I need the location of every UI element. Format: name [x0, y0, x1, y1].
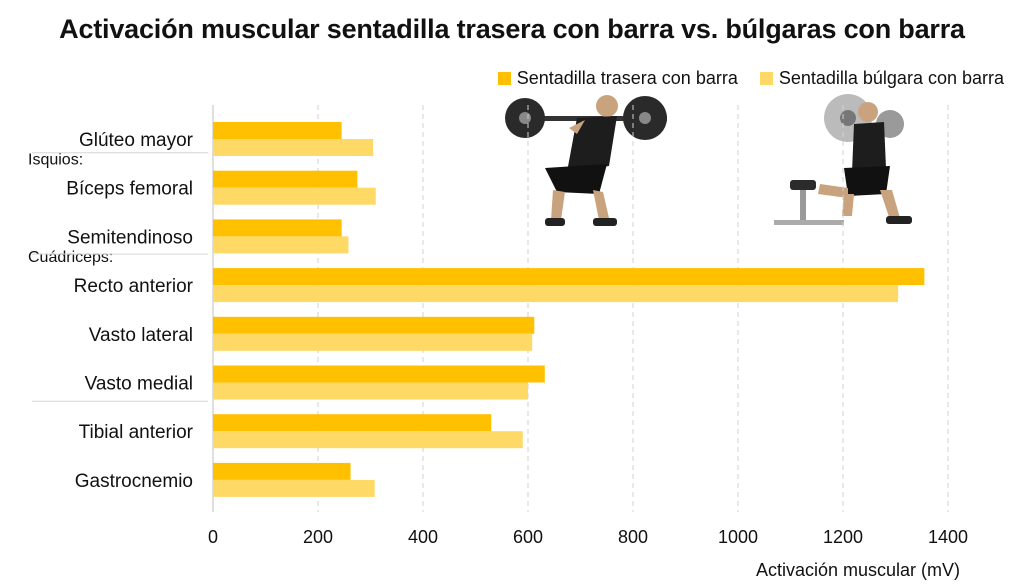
- group-label: Isquios:: [28, 152, 83, 169]
- bar-bulgarian-squat: [213, 431, 523, 449]
- x-tick-label: 600: [513, 527, 543, 547]
- x-tick-label: 1400: [928, 527, 968, 547]
- bar-bulgarian-squat: [213, 285, 899, 303]
- x-tick-label: 800: [618, 527, 648, 547]
- x-tick-label: 200: [303, 527, 333, 547]
- bulgarian-squat-athlete-image: [774, 94, 912, 225]
- bar-bulgarian-squat: [213, 236, 349, 254]
- category-label: Semitendinoso: [67, 227, 193, 248]
- x-tick-label: 1000: [718, 527, 758, 547]
- bar-back-squat: [213, 462, 351, 480]
- bar-back-squat: [213, 414, 492, 432]
- bar-bulgarian-squat: [213, 139, 374, 156]
- category-label: Recto anterior: [74, 276, 194, 297]
- legend-swatch-back-squat: [497, 72, 511, 85]
- legend-label-bulgarian-squat: Sentadilla búlgara con barra: [778, 68, 1004, 88]
- chart-title: Activación muscular sentadilla trasera c…: [59, 14, 965, 44]
- category-label: Vasto lateral: [89, 325, 193, 346]
- category-label: Tibial anterior: [79, 422, 194, 443]
- bar-bulgarian-squat: [213, 382, 528, 400]
- category-label: Bíceps femoral: [66, 179, 193, 200]
- bar-back-squat: [213, 268, 925, 286]
- x-tick-label: 400: [408, 527, 438, 547]
- bar-back-squat: [213, 170, 358, 188]
- bar-back-squat: [213, 316, 535, 334]
- group-label: Cuádriceps:: [28, 249, 113, 266]
- category-label: Gastrocnemio: [75, 471, 193, 492]
- legend-swatch-bulgarian-squat: [759, 72, 773, 85]
- legend-label-back-squat: Sentadilla trasera con barra: [516, 68, 738, 88]
- bar-bulgarian-squat: [213, 479, 375, 497]
- category-label: Glúteo mayor: [79, 130, 194, 151]
- bar-bulgarian-squat: [213, 187, 376, 205]
- legend: Sentadilla trasera con barra Sentadilla …: [497, 68, 1004, 89]
- legend-item-bulgarian-squat: Sentadilla búlgara con barra: [759, 68, 1004, 89]
- x-axis-label: Activación muscular (mV): [756, 560, 960, 580]
- legend-item-back-squat: Sentadilla trasera con barra: [497, 68, 738, 89]
- bar-back-squat: [213, 122, 342, 139]
- bar-bulgarian-squat: [213, 333, 533, 351]
- bar-back-squat: [213, 219, 342, 237]
- x-tick-label: 0: [208, 527, 218, 547]
- category-label: Vasto medial: [85, 374, 193, 395]
- bar-back-squat: [213, 365, 545, 383]
- x-tick-label: 1200: [823, 527, 863, 547]
